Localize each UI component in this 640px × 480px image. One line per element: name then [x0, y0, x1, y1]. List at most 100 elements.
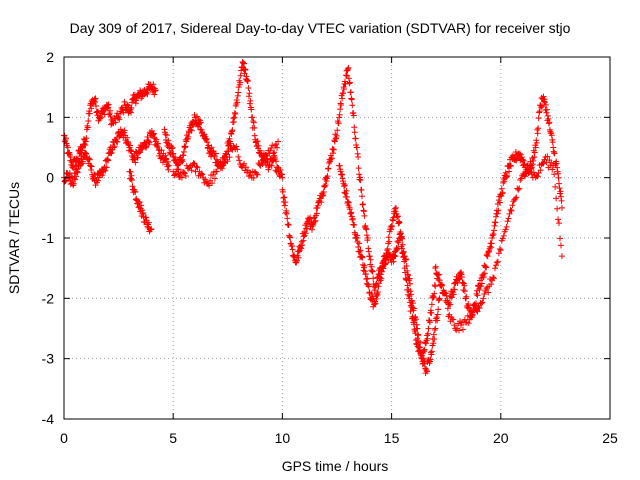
data-point — [108, 149, 115, 156]
data-point — [208, 153, 215, 160]
data-point — [494, 258, 501, 265]
data-point — [172, 171, 179, 178]
data-point — [132, 189, 139, 196]
data-point — [335, 120, 342, 127]
data-point — [328, 155, 335, 162]
data-point — [169, 144, 176, 151]
data-point — [132, 159, 139, 166]
data-point — [343, 194, 350, 201]
data-point — [248, 106, 255, 113]
data-point — [354, 238, 361, 245]
data-point — [289, 246, 296, 253]
data-point — [351, 221, 358, 228]
data-point — [232, 111, 239, 118]
data-point — [499, 235, 506, 242]
y-tick-label: -2 — [42, 290, 55, 306]
data-point — [182, 143, 189, 150]
data-point — [175, 170, 182, 177]
data-point — [415, 332, 422, 339]
data-point — [394, 213, 401, 220]
data-point — [513, 194, 520, 201]
data-point — [550, 162, 557, 169]
data-point — [378, 268, 385, 275]
data-point — [86, 110, 93, 117]
data-point — [460, 286, 467, 293]
data-point — [476, 305, 483, 312]
data-point — [259, 160, 266, 167]
data-point — [539, 103, 546, 110]
data-point — [499, 189, 506, 196]
data-point — [361, 262, 368, 269]
data-point — [551, 150, 558, 157]
data-point — [223, 151, 230, 158]
data-point — [479, 299, 486, 306]
data-point — [481, 270, 488, 277]
data-point — [103, 164, 110, 171]
data-point — [363, 232, 370, 239]
data-point — [350, 112, 357, 119]
data-point — [477, 283, 484, 290]
data-point — [506, 168, 513, 175]
data-point — [480, 295, 487, 302]
data-point — [197, 119, 204, 126]
data-point — [537, 167, 544, 174]
data-point — [171, 172, 178, 179]
data-point — [281, 194, 288, 201]
data-point — [111, 143, 118, 150]
data-point — [375, 289, 382, 296]
data-point — [412, 316, 419, 323]
data-point — [528, 164, 535, 171]
data-point — [309, 226, 316, 233]
data-point — [182, 172, 189, 179]
data-point — [180, 169, 187, 176]
data-point — [242, 66, 249, 73]
data-point — [549, 139, 556, 146]
data-point — [535, 115, 542, 122]
x-tick-label: 5 — [169, 430, 177, 446]
data-point — [183, 138, 190, 145]
data-point — [507, 206, 514, 213]
data-point — [94, 108, 101, 115]
data-point — [393, 246, 400, 253]
data-point — [501, 178, 508, 185]
data-point — [532, 144, 539, 151]
data-point — [407, 280, 414, 287]
data-point — [386, 238, 393, 245]
data-point — [428, 301, 435, 308]
data-point — [469, 311, 476, 318]
data-point — [251, 124, 258, 131]
data-point — [427, 356, 434, 363]
data-point — [322, 182, 329, 189]
data-point — [304, 225, 311, 232]
data-point — [343, 187, 350, 194]
data-point — [390, 258, 397, 265]
data-point — [367, 256, 374, 263]
data-point — [378, 275, 385, 282]
data-point — [105, 157, 112, 164]
data-point — [94, 177, 101, 184]
data-point — [114, 115, 121, 122]
data-point — [212, 150, 219, 157]
data-point — [436, 295, 443, 302]
data-point — [495, 207, 502, 214]
data-point — [162, 131, 169, 138]
data-point — [219, 161, 226, 168]
data-point — [285, 221, 292, 228]
data-point — [466, 316, 473, 323]
data-point — [373, 295, 380, 302]
data-point — [243, 164, 249, 171]
data-point — [102, 167, 109, 174]
data-point — [504, 218, 511, 225]
data-point — [234, 99, 241, 106]
data-point — [254, 138, 261, 145]
data-point — [340, 89, 347, 96]
data-point — [356, 240, 363, 247]
data-point — [391, 253, 398, 260]
data-point — [421, 346, 428, 353]
data-point — [85, 117, 92, 124]
data-point — [284, 215, 291, 222]
data-point — [494, 210, 501, 217]
data-point — [403, 256, 410, 263]
data-point — [458, 274, 465, 281]
